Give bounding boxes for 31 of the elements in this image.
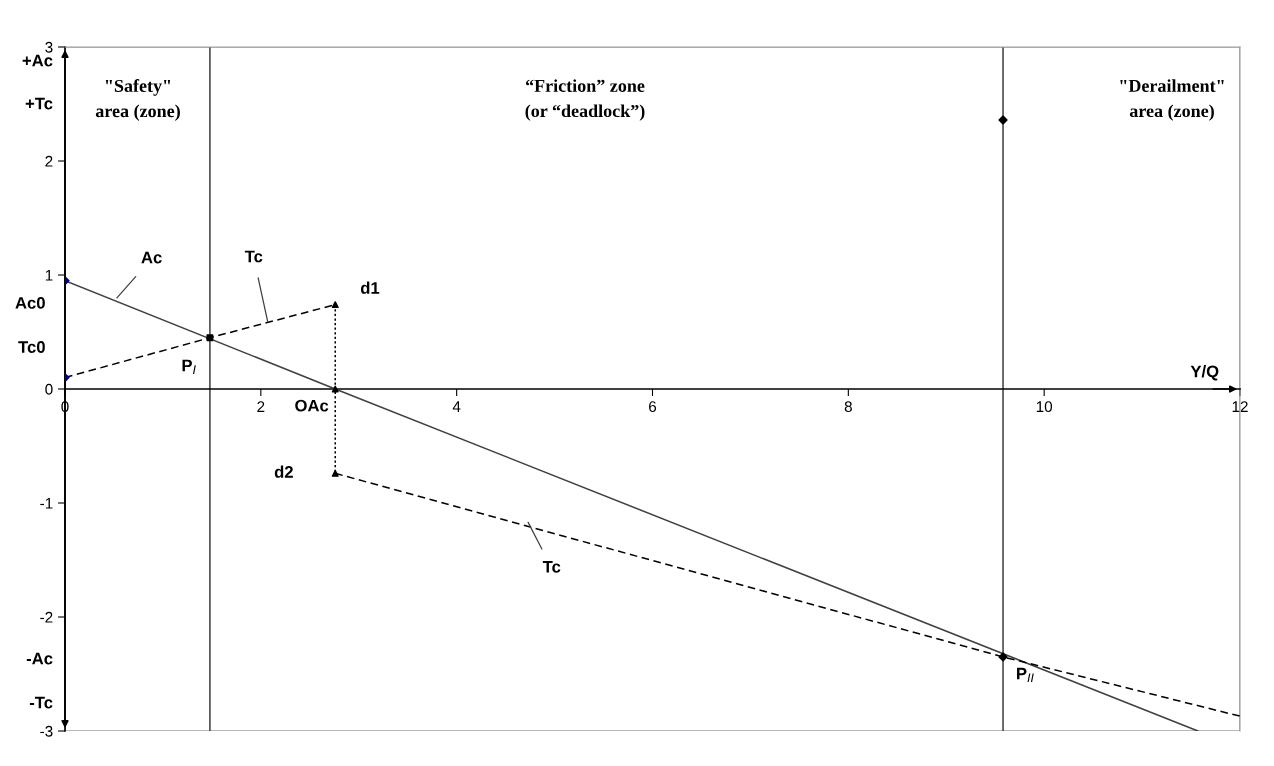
annotation: P$_{I}$ <box>182 359 196 374</box>
annotation: Tc0 <box>18 341 45 353</box>
text: -Ac <box>26 652 53 665</box>
annotation: Tc <box>542 561 561 573</box>
annotation: P$_{II}$ <box>1017 667 1034 682</box>
x-tick-label: 12 <box>1232 401 1248 412</box>
annotation: Tc <box>244 250 263 263</box>
y-tick-label: -2 <box>40 611 53 623</box>
annotation: OAc <box>295 399 329 412</box>
annotation: "Safety" area (zone) <box>95 79 180 121</box>
text: -Tc <box>29 696 53 709</box>
x-axis-title: Y/Q <box>1190 365 1219 381</box>
annotation: Ac0 <box>15 296 45 309</box>
y-tick-label: 0 <box>45 383 53 395</box>
x-tick-label: 2 <box>257 401 265 412</box>
x-tick-label: 10 <box>1036 401 1053 413</box>
annotation: Ac <box>141 251 162 264</box>
annotation: "Derailment" area (zone) <box>1120 79 1224 121</box>
text: +Ac <box>22 54 53 67</box>
annotation: “Friction” zone (or “deadlock”) <box>525 79 645 121</box>
x-tick-label: 4 <box>452 401 461 412</box>
y-tick-label: 3 <box>45 41 53 53</box>
y-tick-label: -1 <box>40 498 53 509</box>
x-tick-label: 6 <box>649 401 657 413</box>
text: +Tc <box>25 97 53 110</box>
y-tick-label: 2 <box>45 155 53 167</box>
x-tick-label: 8 <box>844 401 852 413</box>
annotation: d1 <box>360 281 380 294</box>
y-tick-label: 1 <box>45 270 53 281</box>
y-tick-label: -3 <box>40 725 53 737</box>
annotation: d2 <box>274 465 293 478</box>
